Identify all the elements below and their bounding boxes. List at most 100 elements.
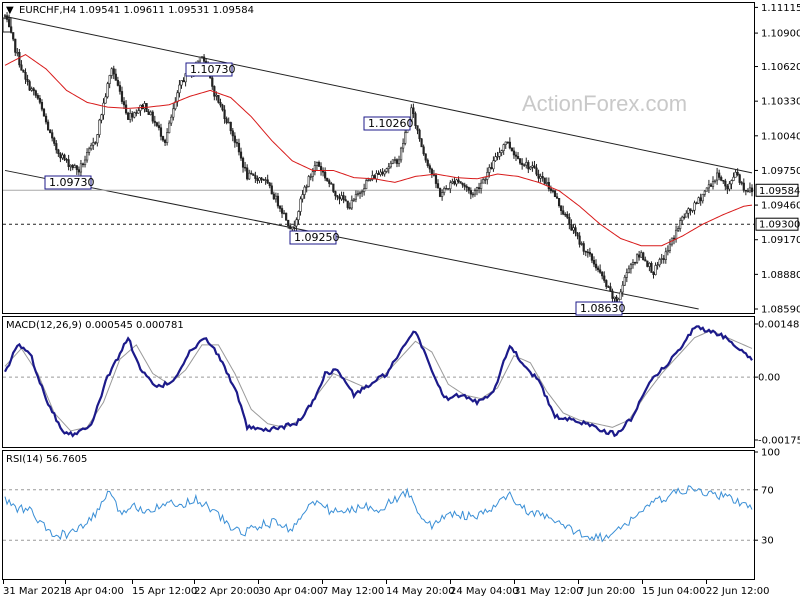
candle-body [280, 208, 284, 214]
candle-body [289, 225, 292, 230]
candle-body [662, 258, 665, 260]
candle-body [701, 193, 704, 202]
candle-body [151, 111, 154, 122]
price-annotation-label: 1.10260 [363, 116, 414, 131]
time-axis-label: 15 Apr 12:00 [132, 586, 197, 597]
candle-body [252, 173, 255, 176]
candle-body [629, 264, 633, 270]
header-ohlc: 1.09541 1.09611 1.09531 1.09584 [79, 5, 254, 16]
rsi-title: RSI(14) 56.7605 [6, 454, 87, 465]
candle-body [539, 176, 542, 179]
price-annotation-label: 1.08630 [575, 301, 626, 316]
candle-body [568, 217, 571, 225]
candle-body [118, 85, 122, 92]
candle-body [8, 19, 11, 28]
candle-body [334, 191, 337, 197]
candle-body [377, 173, 380, 175]
time-axis-label: 7 May 12:00 [322, 586, 384, 597]
candle-body [613, 296, 616, 299]
time-axis-label: 8 Apr 04:00 [65, 586, 124, 597]
candle-body [679, 220, 682, 229]
candle-body [71, 164, 74, 169]
candle-body [12, 32, 15, 40]
candle-body [375, 173, 378, 180]
price-axis-label: 1.10900 [761, 29, 800, 40]
candle-body [336, 195, 339, 198]
candle-body [576, 232, 579, 237]
candle-body [656, 264, 659, 266]
candle-body [276, 195, 280, 207]
candle-body [22, 69, 25, 73]
candle-body [658, 259, 661, 266]
candle-body [309, 176, 312, 178]
candle-body [297, 211, 300, 221]
candle-body [469, 190, 472, 195]
candle-body [61, 154, 64, 159]
candle-body [642, 252, 645, 261]
candle-body [730, 180, 733, 185]
candle-body [340, 195, 343, 200]
candle-body [282, 212, 286, 215]
candle-body [24, 72, 27, 80]
candle-body [732, 176, 735, 181]
candle-body [317, 161, 321, 167]
candle-body [461, 183, 464, 186]
peak-marker-box [2, 17, 12, 33]
candle-body [533, 165, 536, 169]
annotation-box [363, 116, 411, 131]
candle-body [621, 284, 624, 293]
candle-body [508, 141, 511, 149]
candle-body [303, 186, 306, 195]
candle-body [582, 243, 585, 252]
candle-body [516, 156, 520, 159]
candle-body [354, 194, 358, 200]
candle-body [143, 103, 146, 110]
candle-body [168, 122, 171, 134]
candle-body [272, 193, 275, 200]
candle-body [441, 192, 444, 197]
candle-body [94, 142, 97, 144]
time-axis-label: 7 Jun 20:00 [578, 586, 635, 597]
candle-body [683, 216, 686, 219]
candle-body [285, 212, 288, 221]
candle-body [447, 188, 450, 190]
candle-body [449, 182, 452, 190]
time-axis-label: 22 Apr 20:00 [194, 586, 259, 597]
candle-body [742, 182, 745, 191]
candle-body [560, 205, 563, 212]
candle-body [291, 226, 294, 230]
candle-body [596, 267, 600, 271]
candle-body [369, 179, 372, 181]
candle-body [383, 171, 386, 175]
rsi-pane-frame [2, 450, 755, 580]
candle-body [293, 225, 296, 228]
candle-body [75, 165, 78, 170]
candle-body [521, 162, 524, 166]
candle-body [200, 56, 204, 59]
candle-body [746, 190, 749, 192]
candle-body [295, 219, 298, 227]
candle-body [133, 112, 136, 118]
candle-body [720, 177, 723, 181]
candle-body [268, 182, 271, 187]
candle-body [264, 179, 267, 181]
candle-body [424, 153, 427, 161]
time-axis-label: 30 Apr 04:00 [258, 586, 323, 597]
candle-body [63, 154, 66, 160]
candle-body [363, 188, 366, 192]
axes: 1.11115 1.10900 1.10620 1.10330 1.10040 1.097… [3, 3, 800, 597]
candle-body [738, 174, 741, 183]
candle-body [112, 68, 115, 75]
candle-body [726, 185, 729, 190]
candle-body [471, 193, 475, 196]
candle-body [92, 142, 95, 146]
candle-body [266, 179, 269, 184]
candle-body [451, 181, 454, 184]
candle-body [443, 188, 446, 193]
candle-body [416, 125, 419, 131]
annotation-text: 1.09730 [49, 176, 95, 189]
header-arrow-icon[interactable]: ▼ [6, 5, 14, 16]
price-pane-frame [2, 2, 755, 314]
candle-body [551, 190, 555, 192]
